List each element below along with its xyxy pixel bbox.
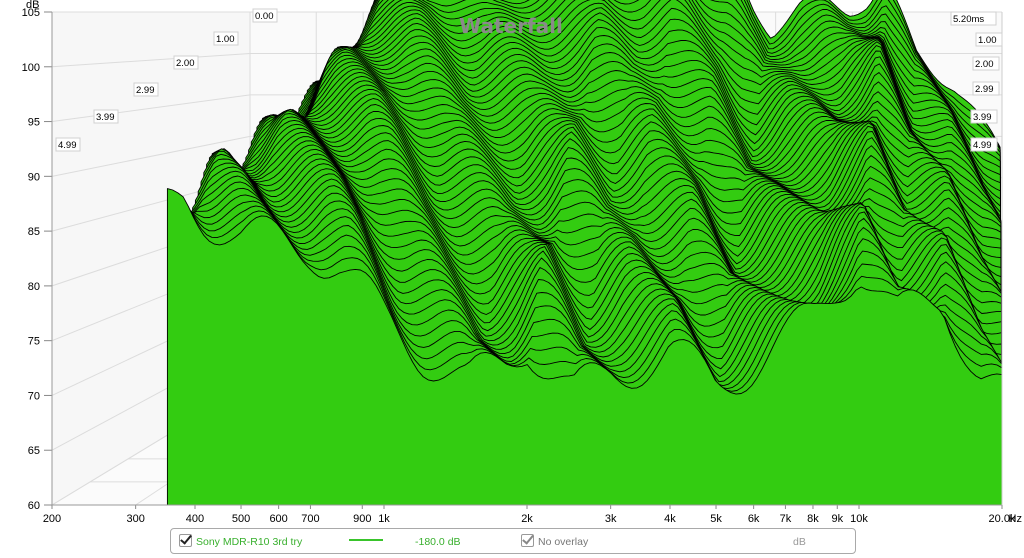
time-label-right: 1.00 [975,32,1003,47]
legend-value: -180.0 dB [415,536,461,548]
waterfall-chart: 60 65 70 75 80 85 90 95 100 105 200 300 400 500 600 700… [22,0,1022,525]
x-tick-label: 5k [710,513,722,525]
svg-text:1.00: 1.00 [216,34,235,45]
x-axis-unit-label: Hz [1009,513,1022,525]
svg-text:3.99: 3.99 [96,112,115,123]
svg-text:2.00: 2.00 [975,59,994,70]
x-tick-label: 7k [780,513,792,525]
overlay-label: No overlay [538,536,589,548]
waterfall-slices [166,0,1003,506]
svg-text:2.00: 2.00 [176,58,195,69]
y-axis-label: dB [26,0,39,11]
svg-text:5.20ms: 5.20ms [953,14,984,25]
y-tick-label: 90 [28,171,40,183]
y-tick-label: 60 [28,500,40,512]
legend-series-name: Sony MDR-R10 3rd try [196,536,303,548]
grid-line-db-side [51,52,251,68]
x-tick-label: 900 [353,513,371,525]
y-tick-label: 75 [28,336,40,348]
x-tick-label: 300 [126,513,144,525]
x-tick-label: 4k [664,513,676,525]
svg-text:3.99: 3.99 [973,112,992,123]
svg-text:1.00: 1.00 [978,35,997,46]
legend-series-toggle[interactable]: Sony MDR-R10 3rd try [179,534,302,550]
x-tick-label: 600 [269,513,287,525]
legend-series-swatch-cell [349,534,383,550]
legend-bar: Sony MDR-R10 3rd try -180.0 dB No overla… [170,528,856,554]
legend-unit-cell: dB [793,534,806,550]
grid-line-db-side [51,135,251,177]
time-label-right: 2.99 [972,81,1000,96]
svg-text:2.99: 2.99 [975,84,994,95]
x-tick-label: 3k [605,513,617,525]
x-tick-label: 500 [232,513,250,525]
svg-text:4.99: 4.99 [973,140,992,151]
x-tick-label: 9k [831,513,843,525]
x-tick-label: 700 [301,513,319,525]
svg-text:0.00: 0.00 [255,11,274,22]
chart-title: Waterfall [459,14,563,38]
y-tick-label: 95 [28,117,40,129]
grid-line-db-side [51,94,251,123]
overlay-checkbox[interactable] [521,534,534,547]
time-label-left: 2.99 [133,82,159,97]
y-tick-label: 65 [28,445,40,457]
x-tick-label: 10k [850,513,868,525]
time-label-left: 3.99 [93,109,119,124]
x-tick-label: 1k [378,513,390,525]
y-tick-label: 85 [28,226,40,238]
chart-axes: 60 65 70 75 80 85 90 95 100 105 200 300 400 500 600 700… [22,7,1016,525]
time-label-right: 4.99 [970,137,998,152]
series-swatch [349,539,383,541]
series-checkbox[interactable] [179,534,192,547]
legend-unit: dB [793,536,806,548]
x-tick-label: 400 [186,513,204,525]
y-tick-label: 105 [22,7,40,19]
time-label-left: 2.00 [173,55,199,70]
time-label-left: 1.00 [213,31,239,46]
x-tick-label: 200 [43,513,61,525]
svg-text:4.99: 4.99 [58,140,77,151]
overlay-toggle[interactable]: No overlay [521,534,588,550]
time-label-right: 2.00 [972,56,1000,71]
time-label-right: 3.99 [970,109,998,124]
waterfall-slice [166,188,1003,506]
x-tick-label: 2k [521,513,533,525]
x-tick-label: 6k [748,513,760,525]
svg-text:2.99: 2.99 [136,85,155,96]
time-label-right: 5.20ms [950,11,997,26]
time-label-left: 0.00 [252,8,278,23]
y-tick-label: 80 [28,281,40,293]
time-label-left: 4.99 [55,137,81,152]
legend-value-cell: -180.0 dB [415,534,461,550]
x-tick-label: 20.0k [989,513,1016,525]
x-tick-label: 8k [807,513,819,525]
y-tick-label: 100 [22,62,40,74]
y-tick-label: 70 [28,390,40,402]
